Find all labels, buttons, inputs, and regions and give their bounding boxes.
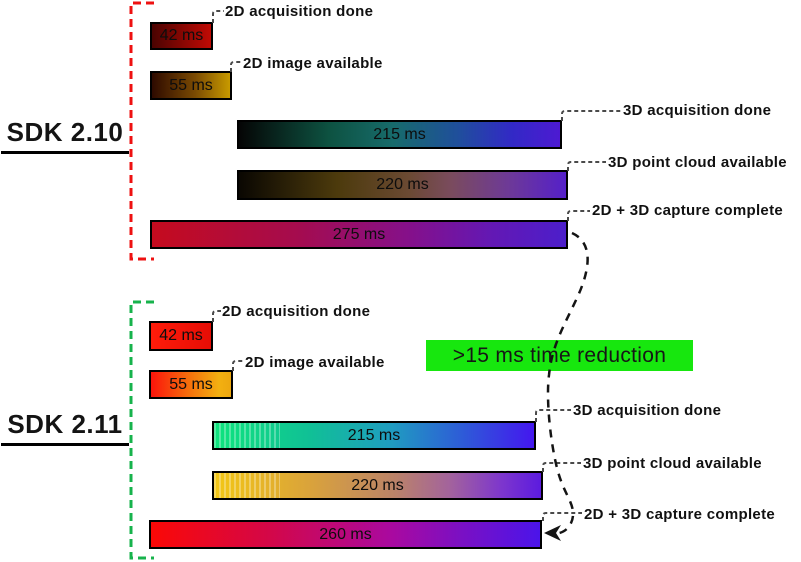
sdk210-bar-3d-point-cloud: 220 ms [237, 170, 568, 200]
time-reduction-arrow [546, 231, 589, 535]
bar-duration-label: 42 ms [159, 327, 203, 344]
bar-duration-label: 55 ms [169, 375, 213, 393]
sdk-2-11-title-text: SDK 2.11 [7, 409, 123, 439]
sdk211-bar-2d-image: 55 ms [149, 370, 233, 399]
sdk210-bar-2d-acquisition: 42 ms [150, 22, 213, 50]
bar-duration-label: 275 ms [332, 225, 386, 243]
bar-duration-label: 55 ms [169, 76, 213, 94]
sdk211-label-3d-point-cloud-available: 3D point cloud available [583, 455, 762, 472]
bar-duration-label: 220 ms [351, 476, 404, 494]
sdk210-label-capture-complete: 2D + 3D capture complete [592, 202, 784, 219]
sdk211-label-2d-acquisition-done: 2D acquisition done [222, 303, 371, 320]
bar-duration-label: 42 ms [159, 27, 204, 44]
sdk210-bar-capture-complete: 275 ms [150, 220, 568, 249]
sdk211-bar-capture-complete: 260 ms [149, 520, 542, 549]
bar-stripe-texture [214, 423, 280, 448]
sdk210-bar-3d-acquisition: 215 ms [237, 120, 562, 149]
sdk211-label-2d-image-available: 2D image available [245, 354, 385, 371]
sdk211-label-capture-complete: 2D + 3D capture complete [584, 506, 776, 523]
bar-duration-label: 215 ms [373, 125, 426, 143]
sdk210-label-3d-point-cloud-available: 3D point cloud available [608, 154, 787, 171]
sdk-2-10-title-text: SDK 2.10 [6, 117, 124, 147]
sdk210-label-2d-acquisition-done: 2D acquisition done [225, 3, 374, 20]
sdk211-label-3d-acquisition-done: 3D acquisition done [573, 402, 722, 419]
sdk210-label-3d-acquisition-done: 3D acquisition done [623, 102, 772, 119]
sdk210-label-2d-image-available: 2D image available [243, 55, 383, 72]
bar-stripe-texture [214, 473, 280, 498]
sdk-2-11-title: SDK 2.11 [1, 398, 129, 446]
sdk-2-10-title: SDK 2.10 [1, 106, 129, 154]
sdk210-bar-2d-image: 55 ms [150, 71, 232, 100]
bar-duration-label: 260 ms [319, 525, 372, 543]
bar-duration-label: 215 ms [347, 426, 401, 444]
sdk211-bar-2d-acquisition: 42 ms [149, 321, 213, 351]
time-reduction-text: >15 ms time reduction [452, 343, 667, 367]
bar-duration-label: 220 ms [376, 176, 429, 193]
sdk211-bar-3d-point-cloud: 220 ms [212, 471, 543, 500]
arrowhead-icon [544, 525, 561, 541]
time-reduction-callout: >15 ms time reduction [426, 340, 693, 371]
sdk211-bar-3d-acquisition: 215 ms [212, 421, 536, 450]
